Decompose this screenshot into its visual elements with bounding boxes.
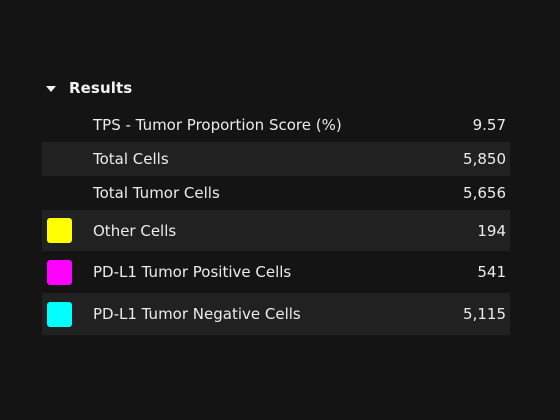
- swatch-slot: [42, 259, 93, 285]
- swatch-slot: [42, 218, 93, 243]
- result-row-total-tumor-cells: Total Tumor Cells 5,656: [42, 176, 510, 210]
- result-label: PD-L1 Tumor Positive Cells: [93, 263, 292, 281]
- caret-down-icon[interactable]: [46, 85, 56, 92]
- color-swatch-pdl1-negative[interactable]: [47, 301, 72, 327]
- result-label: Total Tumor Cells: [93, 184, 220, 202]
- color-swatch-pdl1-positive[interactable]: [47, 259, 72, 285]
- result-row-pdl1-positive: PD-L1 Tumor Positive Cells 541: [42, 251, 510, 293]
- result-value: 5,850: [463, 150, 506, 168]
- result-label: PD-L1 Tumor Negative Cells: [93, 305, 301, 323]
- result-value: 5,656: [463, 184, 506, 202]
- result-label: Other Cells: [93, 221, 177, 240]
- color-swatch-other-cells[interactable]: [47, 218, 72, 243]
- result-row-other-cells: Other Cells 194: [42, 210, 510, 251]
- swatch-slot: [42, 301, 93, 327]
- result-label: Total Cells: [93, 150, 169, 168]
- result-value: 541: [477, 263, 506, 281]
- section-title: Results: [69, 79, 133, 97]
- result-row-pdl1-negative: PD-L1 Tumor Negative Cells 5,115: [42, 293, 510, 335]
- result-row-total-cells: Total Cells 5,850: [42, 142, 510, 176]
- result-label: TPS - Tumor Proportion Score (%): [93, 116, 342, 134]
- result-row-tps: TPS - Tumor Proportion Score (%) 9.57: [42, 108, 510, 142]
- results-section-toggle[interactable]: Results: [46, 76, 132, 100]
- results-table: TPS - Tumor Proportion Score (%) 9.57 To…: [42, 108, 510, 335]
- result-value: 9.57: [472, 116, 506, 134]
- result-value: 194: [477, 221, 506, 240]
- result-value: 5,115: [463, 305, 506, 323]
